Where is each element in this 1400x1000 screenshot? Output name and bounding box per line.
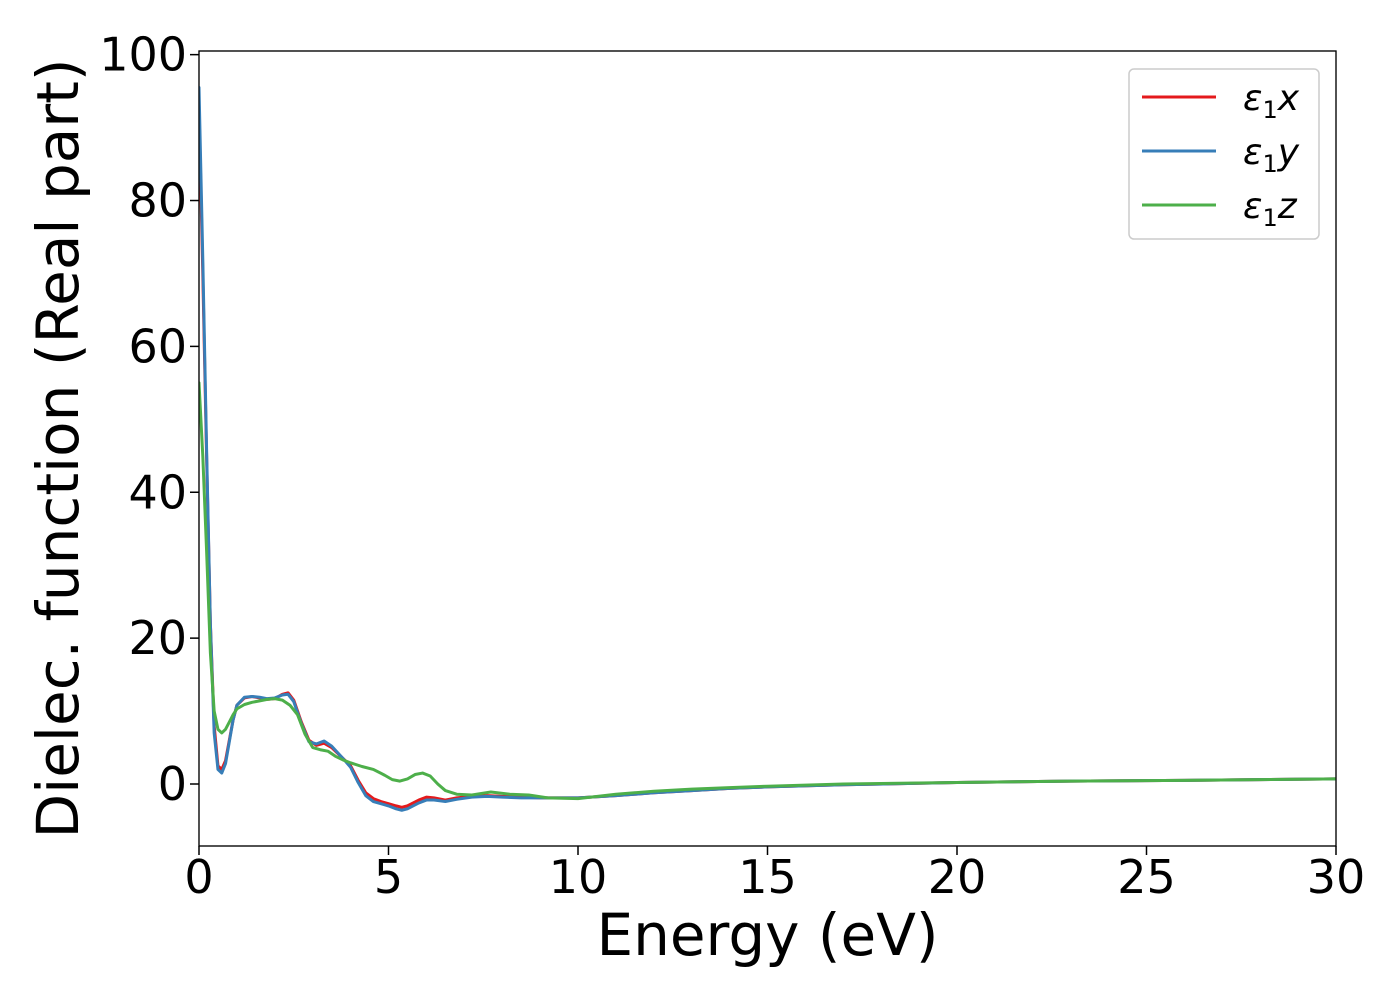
x-tick-label: 0 (184, 850, 213, 904)
y-axis-title: Dielec. function (Real part) (24, 58, 92, 838)
legend: ε1x ε1y ε1z (1128, 68, 1320, 240)
legend-box (1128, 68, 1320, 240)
legend-label-y: ε1y (1243, 132, 1300, 178)
y-tick-label: 0 (158, 757, 187, 811)
x-tick-label: 5 (374, 850, 403, 904)
y-axis: 0 20 40 60 80 100 (99, 28, 199, 811)
x-axis-title: Energy (eV) (596, 901, 938, 969)
legend-label-x: ε1x (1243, 78, 1300, 124)
y-tick-label: 40 (128, 465, 187, 519)
x-tick-label: 15 (738, 850, 797, 904)
series-line-z (199, 381, 1336, 801)
y-tick-label: 80 (128, 174, 187, 228)
series-layer (199, 85, 1336, 812)
x-axis: 0 5 10 15 20 25 30 (184, 846, 1365, 904)
y-tick-label: 20 (128, 611, 187, 665)
x-tick-label: 20 (928, 850, 987, 904)
y-tick-label: 60 (128, 319, 187, 373)
y-tick-label: 100 (99, 28, 187, 82)
legend-label-z: ε1z (1243, 186, 1298, 232)
x-tick-label: 25 (1117, 850, 1176, 904)
x-tick-label: 30 (1307, 850, 1366, 904)
x-tick-label: 10 (549, 850, 608, 904)
